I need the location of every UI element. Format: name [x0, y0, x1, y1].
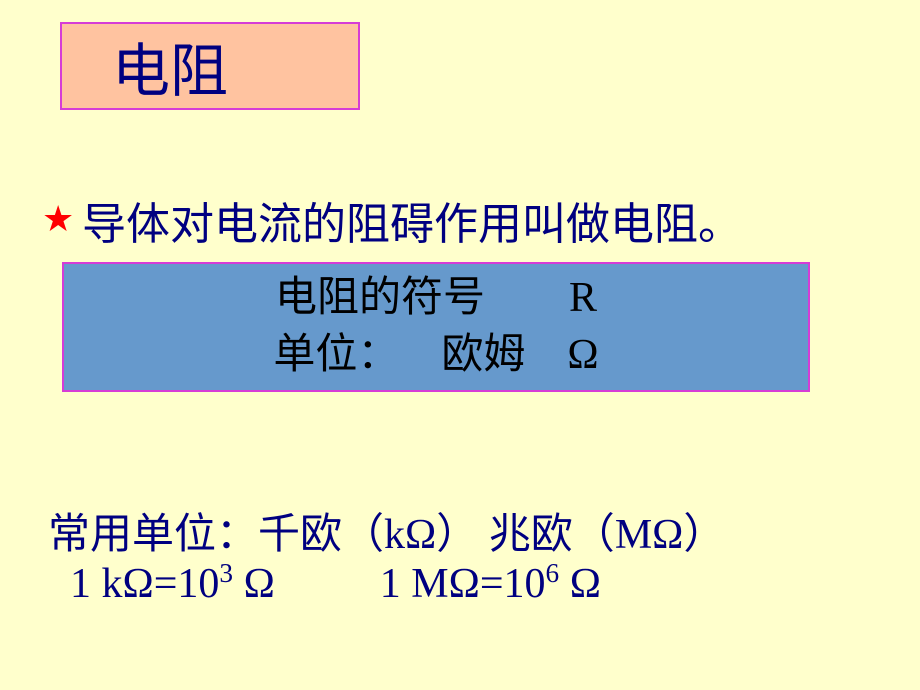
unit-symbol: Ω: [567, 332, 598, 378]
kilo-exp: 3: [219, 558, 233, 588]
unit-name: 欧姆: [441, 332, 525, 378]
mega-lhs: 1 MΩ: [380, 561, 480, 607]
symbol-label: 电阻的符号: [275, 275, 485, 321]
kilo-name: 千欧: [258, 512, 342, 558]
unit-label: 单位：: [273, 332, 399, 378]
mega-symbol: MΩ: [615, 512, 684, 558]
title-box: 电阻: [60, 22, 360, 110]
kilo-lhs: 1 kΩ: [70, 561, 154, 607]
kilo-symbol: kΩ: [384, 512, 436, 558]
kilo-unit: Ω: [244, 561, 275, 607]
common-units-prefix: 常用单位：: [48, 512, 258, 558]
title-text: 电阻: [112, 24, 228, 108]
mega-unit: Ω: [570, 561, 601, 607]
symbol-line: 电阻的符号 R: [275, 270, 597, 327]
symbol-value: R: [569, 275, 597, 321]
unit-line: 单位： 欧姆 Ω: [273, 327, 598, 384]
conversions-line: 1 kΩ=103 Ω 1 MΩ=106 Ω: [70, 560, 601, 608]
mega-exp: 6: [546, 558, 560, 588]
definition-text: 导体对电流的阻碍作用叫做电阻。: [82, 188, 742, 252]
symbol-unit-box: 电阻的符号 R 单位： 欧姆 Ω: [62, 262, 810, 392]
mega-name: 兆欧: [489, 512, 573, 558]
common-units-line: 常用单位：千欧（kΩ） 兆欧（MΩ）: [48, 500, 725, 561]
mega-base: 10: [504, 561, 546, 607]
kilo-base: 10: [177, 561, 219, 607]
bullet-star-icon: ★: [42, 198, 74, 240]
